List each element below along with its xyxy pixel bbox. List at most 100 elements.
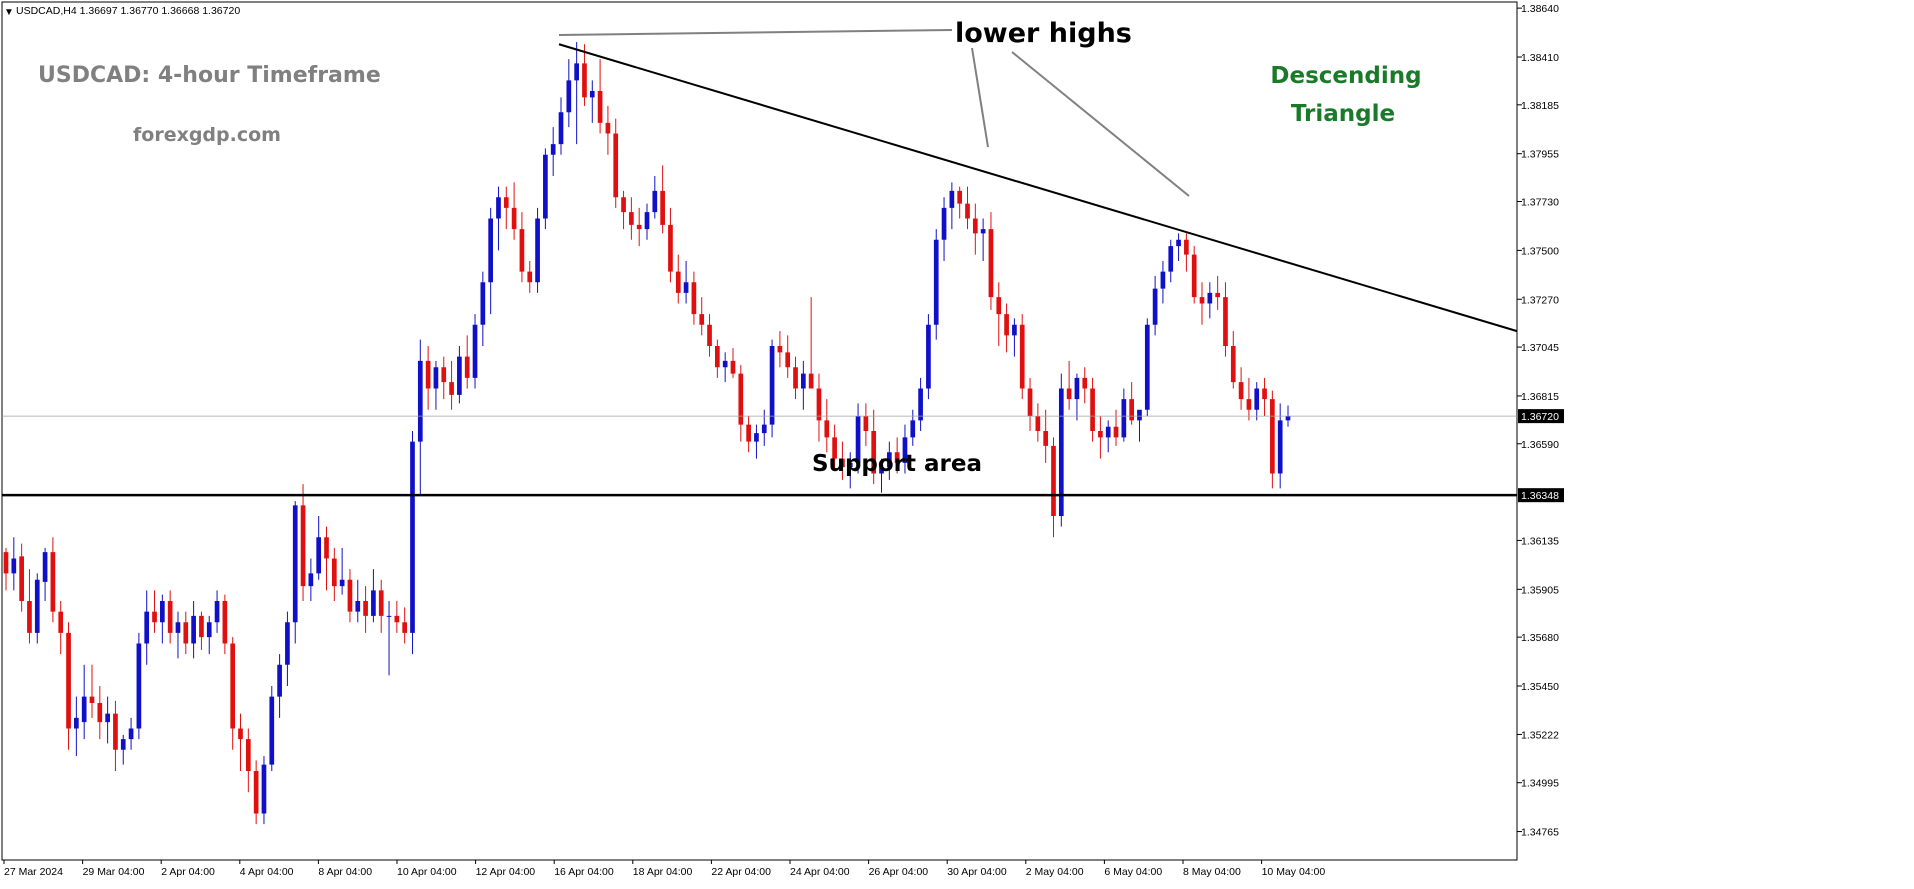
bearish-candle[interactable] [871,431,877,474]
bullish-candle[interactable] [800,373,806,389]
bullish-candle[interactable] [754,433,759,442]
bearish-candle[interactable] [621,197,626,213]
bullish-candle[interactable] [722,360,728,368]
bullish-candle[interactable] [34,579,40,633]
bullish-candle[interactable] [1074,377,1080,400]
bullish-candle[interactable] [105,713,110,723]
bearish-candle[interactable] [441,367,447,383]
bearish-candle[interactable] [167,601,173,633]
bearish-candle[interactable] [808,373,814,389]
bearish-candle[interactable] [840,458,845,468]
bearish-candle[interactable] [824,420,830,438]
bullish-candle[interactable] [1176,239,1181,247]
bearish-candle[interactable] [1098,431,1103,438]
bearish-candle[interactable] [1066,388,1072,400]
bullish-candle[interactable] [558,112,564,145]
bearish-candle[interactable] [222,601,228,644]
bullish-candle[interactable] [472,324,478,378]
bullish-candle[interactable] [1012,324,1017,336]
bearish-candle[interactable] [519,229,525,272]
bullish-candle[interactable] [761,424,767,434]
bearish-candle[interactable] [1215,292,1220,298]
bearish-candle[interactable] [253,771,259,814]
bearish-candle[interactable] [89,696,95,703]
bearish-candle[interactable] [97,703,103,723]
bearish-candle[interactable] [1184,239,1189,255]
bearish-candle[interactable] [691,282,697,315]
bullish-candle[interactable] [42,552,48,582]
bullish-candle[interactable] [261,764,267,814]
bearish-candle[interactable] [972,218,978,234]
bullish-candle[interactable] [1207,292,1213,304]
bearish-candle[interactable] [1004,314,1009,336]
bearish-candle[interactable] [675,271,681,293]
bullish-candle[interactable] [175,622,181,633]
bullish-candle[interactable] [1168,246,1174,272]
bearish-candle[interactable] [660,190,665,225]
bullish-candle[interactable] [855,416,861,463]
bullish-candle[interactable] [292,505,298,623]
bearish-candle[interactable] [58,611,64,633]
bearish-candle[interactable] [394,615,400,623]
bearish-candle[interactable] [1191,254,1197,298]
bearish-candle[interactable] [1129,399,1135,421]
bearish-candle[interactable] [1113,426,1119,438]
collapse-triangle-icon[interactable]: ▼ [4,7,14,18]
bearish-candle[interactable] [1262,388,1267,400]
bullish-candle[interactable] [652,190,658,213]
bearish-candle[interactable] [715,346,720,368]
bearish-candle[interactable] [324,537,329,559]
bearish-candle[interactable] [511,207,517,230]
bullish-candle[interactable] [879,467,884,474]
bearish-candle[interactable] [1199,297,1205,304]
bullish-candle[interactable] [566,80,572,113]
bullish-candle[interactable] [371,590,376,616]
bearish-candle[interactable] [449,382,454,395]
bearish-candle[interactable] [957,190,963,204]
bearish-candle[interactable] [582,63,587,98]
bullish-candle[interactable] [128,728,134,740]
bearish-candle[interactable] [629,212,634,225]
bullish-candle[interactable] [1152,288,1158,325]
bullish-candle[interactable] [144,611,150,644]
bearish-candle[interactable] [66,632,71,729]
bullish-candle[interactable] [886,452,892,468]
bearish-candle[interactable] [1270,399,1275,474]
bullish-candle[interactable] [980,229,986,234]
bullish-candle[interactable] [933,239,939,325]
bearish-candle[interactable] [746,424,751,442]
bullish-candle[interactable] [1105,426,1111,438]
bearish-candle[interactable] [199,615,204,638]
bullish-candle[interactable] [136,643,142,729]
bearish-candle[interactable] [1019,324,1025,389]
bullish-candle[interactable] [550,144,556,155]
bearish-candle[interactable] [988,229,994,298]
bearish-candle[interactable] [363,601,368,616]
bearish-candle[interactable] [347,579,353,612]
bearish-candle[interactable] [699,314,705,325]
bearish-candle[interactable] [965,203,970,219]
bearish-candle[interactable] [613,133,619,198]
bullish-candle[interactable] [910,420,916,438]
bearish-candle[interactable] [183,622,189,644]
bearish-candle[interactable] [1090,388,1095,432]
bearish-candle[interactable] [707,324,712,346]
descending-trendline[interactable] [558,43,1518,333]
bearish-candle[interactable] [1246,399,1252,410]
bearish-candle[interactable] [1223,297,1228,346]
bullish-candle[interactable] [410,441,415,633]
bullish-candle[interactable] [120,739,126,750]
bullish-candle[interactable] [941,207,947,240]
bullish-candle[interactable] [191,615,196,644]
bearish-candle[interactable] [785,352,791,368]
bearish-candle[interactable] [503,197,509,208]
bearish-candle[interactable] [730,360,736,374]
bearish-candle[interactable] [238,728,243,740]
bullish-candle[interactable] [277,664,282,697]
bullish-candle[interactable] [543,154,548,219]
bullish-candle[interactable] [918,388,923,421]
bullish-candle[interactable] [1160,271,1166,289]
bullish-candle[interactable] [11,558,17,574]
bullish-candle[interactable] [285,622,290,665]
bearish-candle[interactable] [27,601,32,633]
